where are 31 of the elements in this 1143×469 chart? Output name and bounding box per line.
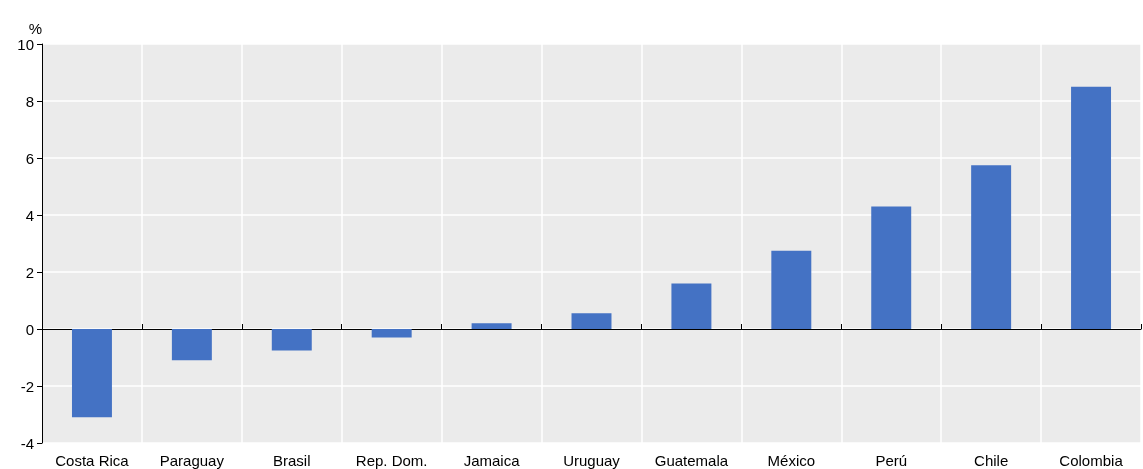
x-tick-label: Colombia <box>1059 452 1124 469</box>
bar <box>771 250 812 329</box>
x-tick-label: Perú <box>875 452 908 469</box>
bar <box>271 329 312 351</box>
bar <box>471 323 512 329</box>
x-tick-label: Jamaica <box>463 452 521 469</box>
y-tick-label: 2 <box>25 263 34 281</box>
bar <box>671 283 712 329</box>
y-tick-label: -2 <box>20 377 34 395</box>
bar <box>71 329 112 418</box>
y-tick-label: 10 <box>17 35 34 53</box>
y-tick-label: 4 <box>25 206 34 224</box>
y-tick-label: 0 <box>25 320 34 338</box>
bar <box>971 165 1012 329</box>
x-tick-label: Guatemala <box>654 452 729 469</box>
bar <box>1071 86 1112 329</box>
x-tick-label: Rep. Dom. <box>355 452 428 469</box>
y-tick-label: -4 <box>20 434 34 452</box>
y-axis-title: % <box>28 20 42 37</box>
x-tick-label: Uruguay <box>563 452 621 469</box>
x-tick-label: Brasil <box>273 452 311 469</box>
x-tick-label: Paraguay <box>159 452 225 469</box>
bar <box>171 329 212 361</box>
x-tick-label: Costa Rica <box>55 452 130 469</box>
bar <box>571 313 612 329</box>
y-tick-label: 6 <box>25 149 34 167</box>
y-tick-label: 8 <box>25 92 34 110</box>
x-tick-label: México <box>767 452 816 469</box>
bar <box>871 206 912 329</box>
x-tick-label: Chile <box>974 452 1009 469</box>
bar <box>371 329 412 338</box>
